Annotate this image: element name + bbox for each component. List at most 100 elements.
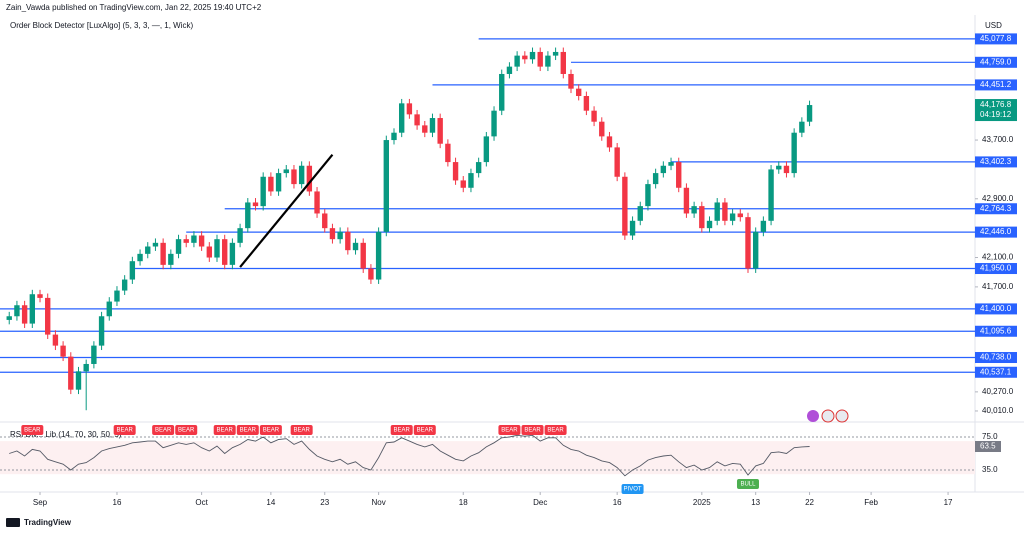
candle-body (183, 239, 189, 243)
last-value-box (975, 440, 1001, 452)
signal-badge-label: BEAR (24, 428, 41, 434)
candle-body (68, 356, 74, 390)
y-tick-label: 35.0 (982, 465, 998, 474)
currency: USD (985, 21, 1002, 30)
x-tick-label: 18 (459, 498, 468, 507)
signal-badge-label: BULL (740, 482, 756, 488)
signal-badge-label: BEAR (524, 428, 541, 434)
signal-badge (113, 425, 136, 435)
x-tick-label: 17 (944, 498, 953, 507)
x-tick-label: 22 (805, 498, 814, 507)
candle-body (191, 235, 197, 243)
candle-body (91, 345, 97, 364)
level-label: 45,077.8 (980, 34, 1012, 43)
signal-badge-label: BEAR (155, 428, 172, 434)
x-tick-label: 16 (613, 498, 622, 507)
candle-body (768, 169, 774, 221)
level-label: 40,738.0 (980, 353, 1012, 362)
candle-body (175, 239, 182, 254)
candle-body (160, 242, 166, 265)
candle-body (652, 173, 659, 185)
candle-body (391, 132, 397, 141)
candle-body (314, 191, 320, 214)
level-label: 41,950.0 (980, 264, 1012, 273)
indicator-title: RSI Div... Lib (14, 70, 30, 50, 5) (10, 430, 122, 439)
signal-badge (498, 425, 521, 435)
candle-body (745, 217, 751, 269)
x-tick-label: Feb (864, 498, 878, 507)
candle-body (529, 51, 536, 60)
signal-badge (175, 425, 198, 435)
candle-body (121, 279, 128, 291)
signal-badge-label: PIVOT (624, 487, 642, 493)
signal-badge-label: BEAR (178, 428, 195, 434)
candle-body (75, 371, 82, 390)
x-tick-label: Nov (371, 498, 385, 507)
candle-body (6, 316, 12, 320)
candle-body (322, 213, 328, 229)
signal-badge (152, 425, 175, 435)
candle-body (575, 88, 582, 97)
candle-body (291, 169, 297, 185)
candle-body (329, 228, 336, 240)
candle-body (368, 268, 374, 280)
candle-body (222, 239, 228, 265)
x-tick-label: 14 (266, 498, 275, 507)
x-tick-label: 23 (320, 498, 329, 507)
candle-body (445, 143, 451, 163)
level-label-box (975, 203, 1017, 215)
level-label-box (975, 352, 1017, 364)
level-label: 42,446.0 (980, 227, 1012, 236)
candle-body (552, 51, 559, 56)
candle-body (460, 180, 466, 188)
candle-body (198, 235, 205, 247)
flag-icon (835, 409, 849, 423)
signal-badge (390, 425, 413, 435)
indicator-title: Order Block Detector [LuxAlgo] (5, 3, 3,… (10, 21, 194, 30)
candle-body (722, 202, 728, 221)
y-tick-label: 75.0 (982, 432, 998, 441)
candle-body (560, 51, 566, 74)
y-tick-label: 40,270.0 (982, 387, 1014, 396)
candle-body (583, 96, 590, 111)
candle-body (791, 132, 797, 174)
candle-body (491, 110, 497, 137)
candle-body (806, 105, 813, 122)
candle-body (522, 55, 528, 60)
candle-body (137, 253, 143, 262)
signal-badge-label: BEAR (116, 428, 133, 434)
candle-body (60, 345, 66, 357)
candle-body (706, 220, 713, 229)
candle-body (414, 114, 420, 126)
signal-badge (259, 425, 282, 435)
signal-badge-label: BEAR (263, 428, 280, 434)
candle-body (29, 294, 36, 324)
candle-body (214, 239, 220, 258)
candle-body (622, 176, 628, 236)
candle-body (229, 242, 236, 265)
signal-badge (236, 425, 259, 435)
last-value-label: 63.5 (980, 442, 996, 451)
candle-body (21, 305, 28, 324)
candle-body (475, 162, 482, 174)
candle-body (345, 231, 351, 251)
candle-body (729, 213, 736, 221)
candle-body (237, 228, 243, 243)
x-tick-label: Dec (533, 498, 547, 507)
signal-badge-label: BEAR (217, 428, 234, 434)
signal-badge-label: BEAR (394, 428, 411, 434)
candle-body (399, 103, 405, 133)
level-label-box (975, 366, 1017, 378)
signal-badge (521, 425, 544, 435)
candle-body (129, 261, 136, 280)
candle-body (283, 169, 289, 174)
candle-body (52, 334, 59, 346)
level-label-box (975, 325, 1017, 337)
candle-body (752, 231, 759, 269)
candle-body (483, 136, 490, 163)
last-price-label: 44,176.8 (980, 100, 1012, 109)
event-icon (807, 410, 819, 422)
level-label: 40,537.1 (980, 367, 1012, 376)
level-label-box (975, 156, 1017, 168)
logo-icon (6, 518, 20, 527)
